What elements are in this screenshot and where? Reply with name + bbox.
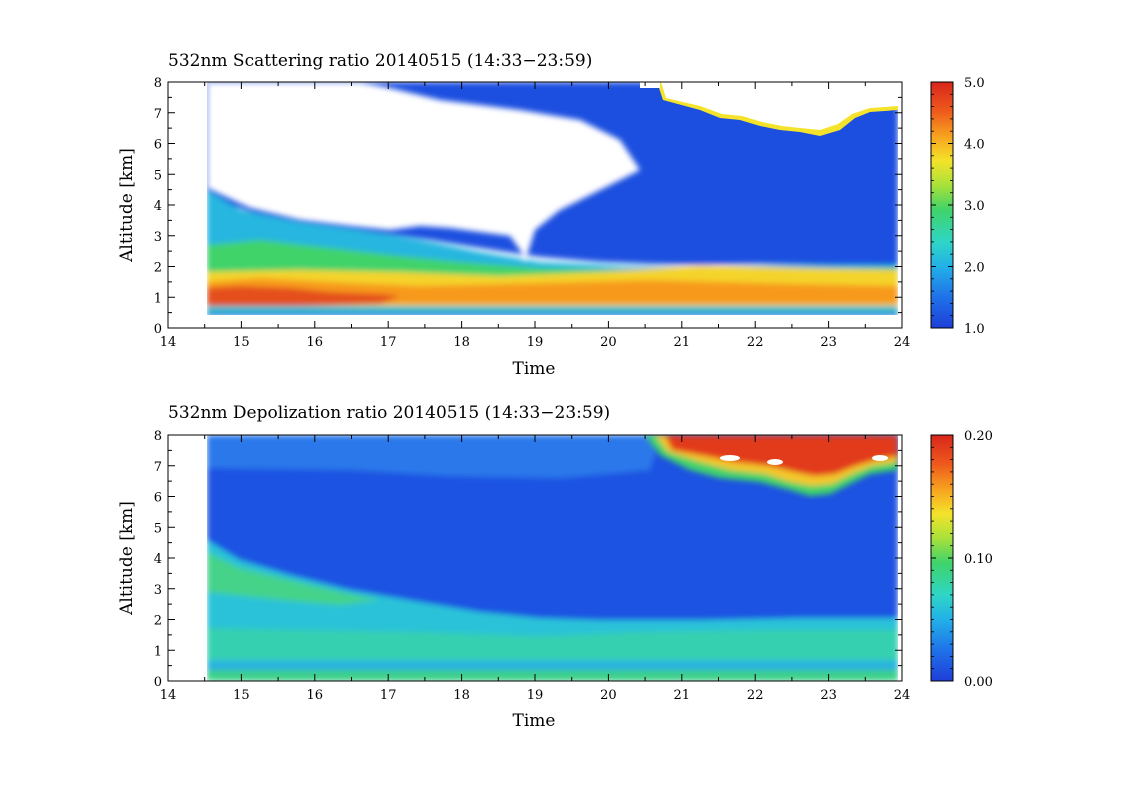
- y-tick-label: 3: [154, 230, 162, 245]
- x-tick-label: 23: [820, 335, 837, 350]
- y-axis-label: Altitude [km]: [117, 148, 137, 263]
- x-axis-label: Time: [513, 711, 556, 731]
- x-tick-label: 24: [894, 335, 911, 350]
- x-tick-label: 19: [527, 688, 544, 703]
- depolarization-ratio-heatmap: [207, 435, 898, 681]
- y-tick-label: 0: [154, 322, 162, 337]
- colorbar-tick-label: 2.0: [964, 261, 985, 276]
- x-axis-label: Time: [513, 359, 556, 379]
- cirrus-cloud: [640, 82, 898, 136]
- x-tick-label: 19: [527, 335, 544, 350]
- colorbar-tick-label: 0.00: [964, 675, 993, 690]
- x-tick-label: 23: [820, 688, 837, 703]
- x-tick-label: 21: [674, 688, 691, 703]
- x-tick-label: 16: [307, 335, 324, 350]
- colorbar-tick-label: 0.10: [964, 552, 993, 567]
- colorbar-ticks: 1.0 2.0 3.0 4.0 5.0: [931, 76, 985, 337]
- y-tick-label: 2: [154, 614, 162, 629]
- y-tick-label: 6: [154, 491, 162, 506]
- x-tick-label: 16: [307, 688, 324, 703]
- x-tick-label: 20: [600, 335, 617, 350]
- y-tick-label: 0: [154, 675, 162, 690]
- depolarization-ratio-panel: 532nm Depolization ratio 20140515 (14:33…: [117, 403, 993, 731]
- y-tick-label: 8: [154, 76, 162, 91]
- colorbar: 0.00 0.10 0.20: [930, 429, 993, 690]
- x-tick-label: 20: [600, 688, 617, 703]
- no-data-region: [207, 82, 640, 262]
- upper-layer-texture: [207, 435, 660, 478]
- colorbar-tick-label: 3.0: [964, 199, 985, 214]
- x-tick-label: 14: [160, 688, 177, 703]
- y-tick-label: 6: [154, 138, 162, 153]
- x-tick-label: 18: [453, 335, 470, 350]
- y-tick-label: 1: [154, 291, 162, 306]
- y-tick-label: 1: [154, 644, 162, 659]
- y-tick-label: 7: [154, 460, 162, 475]
- colorbar-tick-label: 0.20: [964, 429, 993, 444]
- chart-title: 532nm Scattering ratio 20140515 (14:33−2…: [168, 51, 592, 71]
- x-tick-label: 15: [233, 688, 250, 703]
- y-tick-label: 4: [154, 199, 162, 214]
- y-tick-label: 3: [154, 583, 162, 598]
- scattering-ratio-panel: 532nm Scattering ratio 20140515 (14:33−2…: [117, 51, 985, 379]
- x-tick-label: 21: [674, 335, 691, 350]
- aerosol-layer: [207, 628, 898, 660]
- y-tick-label: 7: [154, 107, 162, 122]
- x-tick-label: 24: [894, 688, 911, 703]
- colorbar-tick-label: 5.0: [964, 76, 985, 91]
- y-tick-label: 5: [154, 521, 162, 536]
- cirrus-saturated-spots: [720, 455, 888, 465]
- scattering-ratio-heatmap: [207, 82, 898, 315]
- x-tick-label: 14: [160, 335, 177, 350]
- x-tick-label: 22: [747, 335, 764, 350]
- residual-layer-green: [207, 552, 380, 605]
- surface-band: [207, 306, 898, 315]
- surface-band: [207, 662, 898, 670]
- y-axis-label: Altitude [km]: [117, 501, 137, 616]
- colorbar-tick-label: 1.0: [964, 322, 985, 337]
- x-tick-label: 17: [380, 688, 397, 703]
- colorbar-ticks: 0.00 0.10 0.20: [931, 429, 993, 690]
- surface-bottom: [207, 313, 898, 315]
- x-tick-label: 22: [747, 688, 764, 703]
- surface-bottom: [207, 670, 898, 681]
- x-tick-label: 17: [380, 335, 397, 350]
- colorbar-tick-label: 4.0: [964, 138, 985, 153]
- y-tick-label: 5: [154, 168, 162, 183]
- y-tick-label: 8: [154, 429, 162, 444]
- x-tick-label: 15: [233, 335, 250, 350]
- y-tick-label: 2: [154, 261, 162, 276]
- colorbar: 1.0 2.0 3.0 4.0 5.0: [930, 76, 985, 337]
- x-tick-label: 18: [453, 688, 470, 703]
- chart-title: 532nm Depolization ratio 20140515 (14:33…: [168, 403, 610, 423]
- y-tick-label: 4: [154, 552, 162, 567]
- lowest-aerosol-layer: [207, 286, 400, 306]
